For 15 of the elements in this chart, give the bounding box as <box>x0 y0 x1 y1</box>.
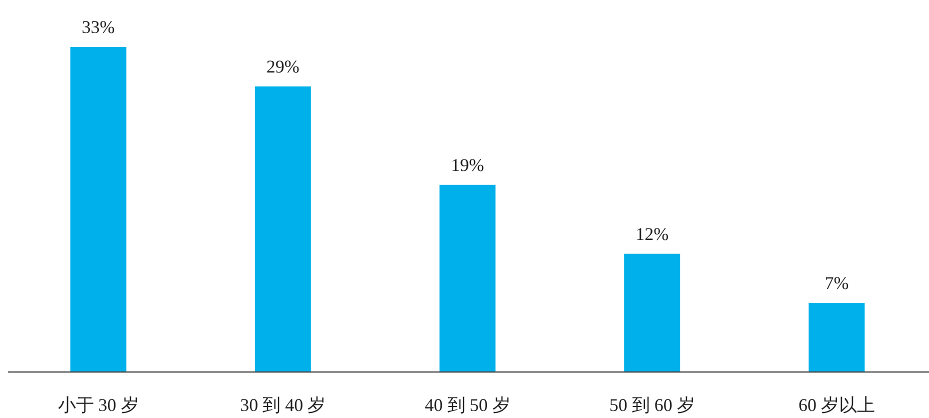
x-tick-label: 40 到 50 岁 <box>424 395 510 415</box>
data-label: 33% <box>82 17 115 37</box>
bar <box>254 86 311 372</box>
bar <box>440 184 496 372</box>
bar <box>808 303 865 372</box>
x-tick-label: 小于 30 岁 <box>58 395 139 415</box>
x-tick-label: 30 到 40 岁 <box>240 395 326 415</box>
data-label: 29% <box>266 56 300 76</box>
bar <box>70 47 126 372</box>
data-label: 19% <box>451 154 484 175</box>
x-tick-label: 60 岁以上 <box>798 395 875 415</box>
data-label: 7% <box>824 273 849 294</box>
x-tick-label: 50 到 60 岁 <box>609 395 695 415</box>
bar <box>624 254 680 372</box>
data-label: 12% <box>636 224 669 244</box>
